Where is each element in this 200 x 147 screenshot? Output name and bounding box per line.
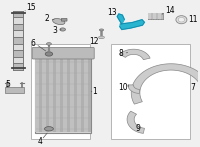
FancyBboxPatch shape (31, 44, 90, 139)
Text: 4: 4 (38, 137, 43, 146)
Text: 9: 9 (135, 124, 140, 133)
Bar (49, 51, 53, 132)
Bar (74, 51, 77, 132)
Bar (13, 57, 23, 63)
Text: 13: 13 (107, 8, 116, 17)
Bar (13, 44, 23, 50)
Bar (13, 24, 23, 30)
Bar (70, 51, 74, 132)
Ellipse shape (99, 36, 104, 39)
Bar (158, 13, 161, 19)
Ellipse shape (60, 28, 65, 31)
Circle shape (176, 16, 187, 24)
Polygon shape (127, 111, 144, 133)
Bar (148, 13, 151, 19)
Ellipse shape (45, 52, 53, 56)
Bar (88, 51, 91, 132)
Text: 14: 14 (165, 6, 175, 15)
Bar (60, 51, 63, 132)
Text: 6: 6 (30, 39, 35, 48)
Polygon shape (128, 85, 139, 93)
Bar (81, 51, 84, 132)
Bar (46, 51, 49, 132)
Text: 15: 15 (26, 3, 36, 12)
Bar (153, 13, 156, 19)
Polygon shape (131, 64, 200, 104)
Bar (39, 51, 42, 132)
Bar (156, 13, 158, 19)
FancyBboxPatch shape (61, 18, 67, 21)
Bar (42, 51, 46, 132)
Circle shape (178, 17, 185, 22)
Ellipse shape (99, 29, 104, 31)
Text: 11: 11 (188, 15, 197, 24)
Bar (13, 17, 23, 24)
FancyBboxPatch shape (35, 50, 91, 133)
Polygon shape (120, 49, 150, 60)
FancyBboxPatch shape (111, 44, 190, 139)
Ellipse shape (44, 127, 53, 131)
Bar (151, 13, 153, 19)
Text: 10: 10 (119, 83, 128, 92)
Bar (67, 51, 70, 132)
Bar (13, 11, 23, 17)
Polygon shape (120, 20, 144, 30)
Bar (53, 51, 56, 132)
Text: 12: 12 (89, 37, 99, 46)
Bar (63, 51, 67, 132)
Text: 5: 5 (6, 80, 10, 89)
Bar (13, 37, 23, 44)
Bar (13, 30, 23, 37)
Bar (84, 51, 88, 132)
FancyBboxPatch shape (5, 87, 24, 93)
Bar (77, 51, 81, 132)
Polygon shape (117, 14, 124, 24)
Text: 8: 8 (118, 49, 123, 58)
Bar (56, 51, 60, 132)
Bar (13, 63, 23, 70)
Text: 2: 2 (44, 14, 49, 23)
Text: 1: 1 (92, 87, 97, 96)
Text: 3: 3 (52, 26, 57, 35)
Bar (161, 13, 163, 19)
Ellipse shape (53, 19, 65, 25)
FancyBboxPatch shape (32, 47, 94, 59)
Text: 7: 7 (190, 83, 195, 92)
Bar (13, 50, 23, 57)
Ellipse shape (46, 43, 51, 45)
Bar (35, 51, 39, 132)
